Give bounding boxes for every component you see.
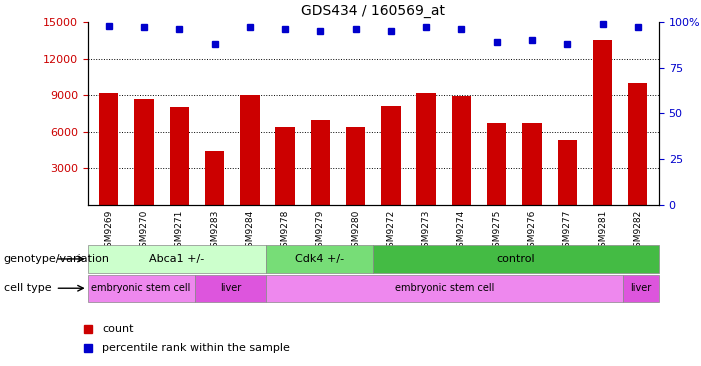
Bar bbox=[99, 93, 118, 205]
Bar bbox=[522, 123, 542, 205]
Text: liver: liver bbox=[220, 283, 241, 293]
Text: control: control bbox=[497, 254, 536, 264]
Text: embryonic stem cell: embryonic stem cell bbox=[92, 283, 191, 293]
Bar bbox=[623, 274, 659, 302]
Text: genotype/variation: genotype/variation bbox=[4, 254, 109, 264]
Bar bbox=[195, 274, 266, 302]
Bar bbox=[381, 106, 400, 205]
Bar bbox=[205, 151, 224, 205]
Bar bbox=[346, 127, 365, 205]
Text: cell type: cell type bbox=[4, 283, 51, 293]
Bar bbox=[557, 140, 577, 205]
Title: GDS434 / 160569_at: GDS434 / 160569_at bbox=[301, 4, 445, 18]
Bar bbox=[628, 83, 648, 205]
Bar bbox=[266, 245, 373, 273]
Text: liver: liver bbox=[630, 283, 652, 293]
Bar bbox=[416, 93, 436, 205]
Bar bbox=[88, 274, 195, 302]
Bar bbox=[487, 123, 506, 205]
Text: Cdk4 +/-: Cdk4 +/- bbox=[295, 254, 344, 264]
Bar bbox=[593, 40, 612, 205]
Bar bbox=[170, 107, 189, 205]
Text: Abca1 +/-: Abca1 +/- bbox=[149, 254, 205, 264]
Bar bbox=[311, 120, 330, 205]
Bar bbox=[240, 95, 259, 205]
Bar bbox=[275, 127, 295, 205]
Text: percentile rank within the sample: percentile rank within the sample bbox=[102, 343, 290, 353]
Bar bbox=[451, 96, 471, 205]
Bar bbox=[135, 99, 154, 205]
Bar bbox=[88, 245, 266, 273]
Bar bbox=[266, 274, 623, 302]
Text: embryonic stem cell: embryonic stem cell bbox=[395, 283, 494, 293]
Bar bbox=[373, 245, 659, 273]
Text: count: count bbox=[102, 324, 133, 334]
